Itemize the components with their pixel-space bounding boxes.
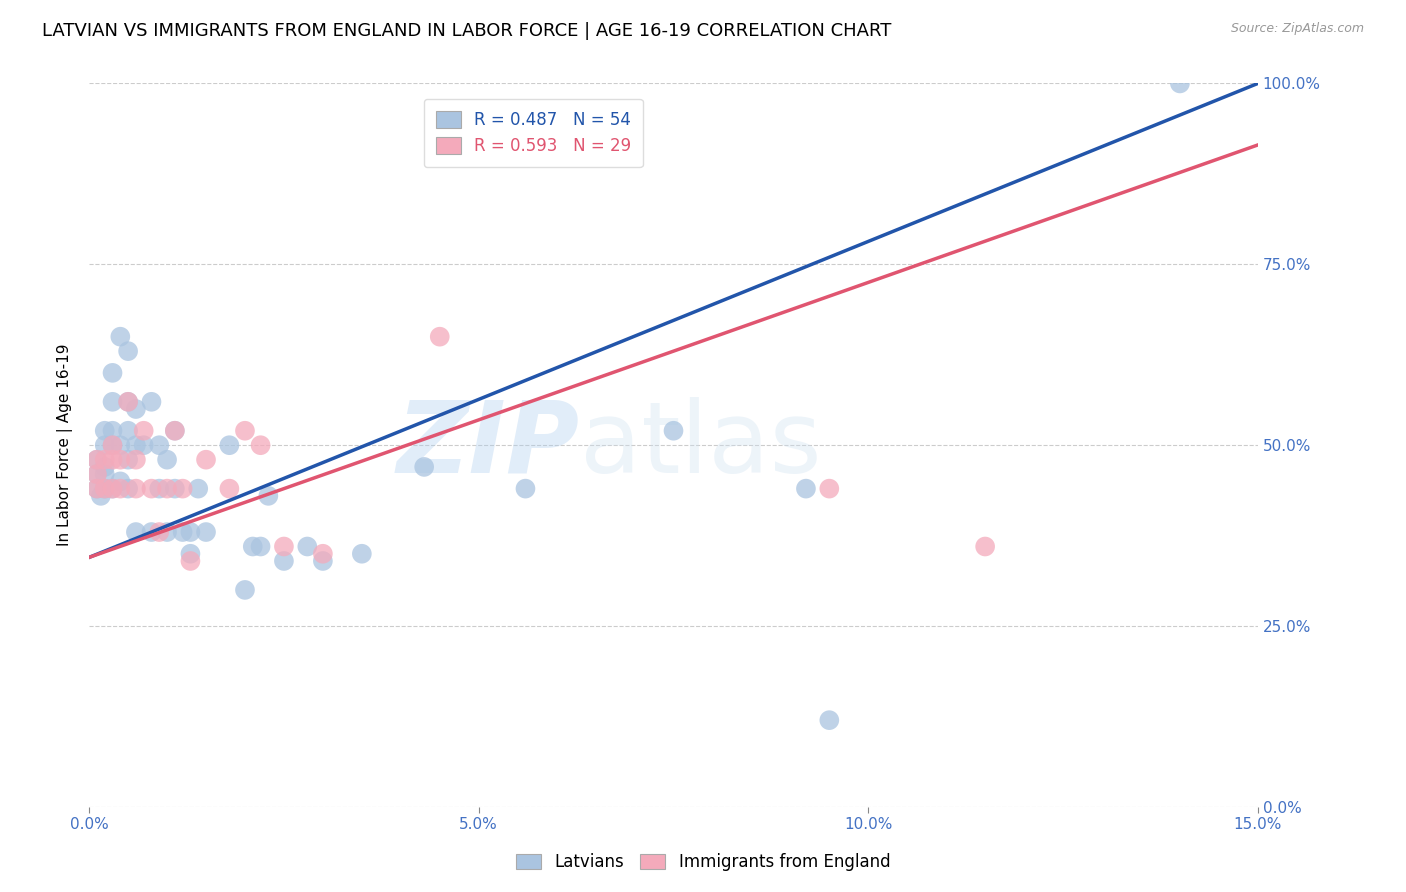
Point [312,554,335,568]
Point [93,467,115,482]
Point [93,482,115,496]
Point [413,459,436,474]
Point [195,452,218,467]
Point [117,344,139,359]
Point [249,438,271,452]
Point [101,482,124,496]
Point [242,540,264,554]
Point [93,424,115,438]
Point [1168,77,1191,91]
Point [350,547,373,561]
Point [794,482,817,496]
Point [101,366,124,380]
Point [233,424,256,438]
Point [132,424,155,438]
Point [117,394,139,409]
Text: Source: ZipAtlas.com: Source: ZipAtlas.com [1230,22,1364,36]
Point [110,482,132,496]
Point [515,482,537,496]
Point [172,524,194,539]
Point [125,438,148,452]
Point [818,482,841,496]
Point [312,547,335,561]
Point [93,452,115,467]
Point [101,438,124,452]
Point [141,394,163,409]
Point [101,482,124,496]
Point [132,438,155,452]
Point [93,459,115,474]
Point [218,438,240,452]
Point [218,482,240,496]
Point [148,524,170,539]
Point [110,475,132,489]
Point [86,482,108,496]
Point [117,424,139,438]
Point [101,438,124,452]
Point [90,489,112,503]
Point [163,482,186,496]
Point [86,452,108,467]
Point [974,540,997,554]
Text: ZIP: ZIP [396,397,581,493]
Point [156,524,179,539]
Point [117,394,139,409]
Point [125,524,148,539]
Point [195,524,218,539]
Point [110,329,132,343]
Point [86,467,108,482]
Point [233,582,256,597]
Point [249,540,271,554]
Point [148,438,170,452]
Point [273,554,295,568]
Point [662,424,685,438]
Y-axis label: In Labor Force | Age 16-19: In Labor Force | Age 16-19 [58,344,73,547]
Point [156,482,179,496]
Point [86,482,108,496]
Point [86,452,108,467]
Point [163,424,186,438]
Point [273,540,295,554]
Point [110,438,132,452]
Point [125,452,148,467]
Point [429,329,451,343]
Point [297,540,319,554]
Point [101,394,124,409]
Point [86,467,108,482]
Point [172,482,194,496]
Point [163,424,186,438]
Point [179,524,201,539]
Point [110,452,132,467]
Text: atlas: atlas [581,397,821,493]
Point [187,482,209,496]
Legend: Latvians, Immigrants from England: Latvians, Immigrants from England [508,845,898,880]
Point [179,547,201,561]
Point [141,482,163,496]
Point [148,482,170,496]
Point [125,402,148,417]
Legend: R = 0.487   N = 54, R = 0.593   N = 29: R = 0.487 N = 54, R = 0.593 N = 29 [423,99,643,167]
Text: LATVIAN VS IMMIGRANTS FROM ENGLAND IN LABOR FORCE | AGE 16-19 CORRELATION CHART: LATVIAN VS IMMIGRANTS FROM ENGLAND IN LA… [42,22,891,40]
Point [257,489,280,503]
Point [179,554,201,568]
Point [818,713,841,727]
Point [141,524,163,539]
Point [156,452,179,467]
Point [93,482,115,496]
Point [125,482,148,496]
Point [101,424,124,438]
Point [117,482,139,496]
Point [93,438,115,452]
Point [117,452,139,467]
Point [101,452,124,467]
